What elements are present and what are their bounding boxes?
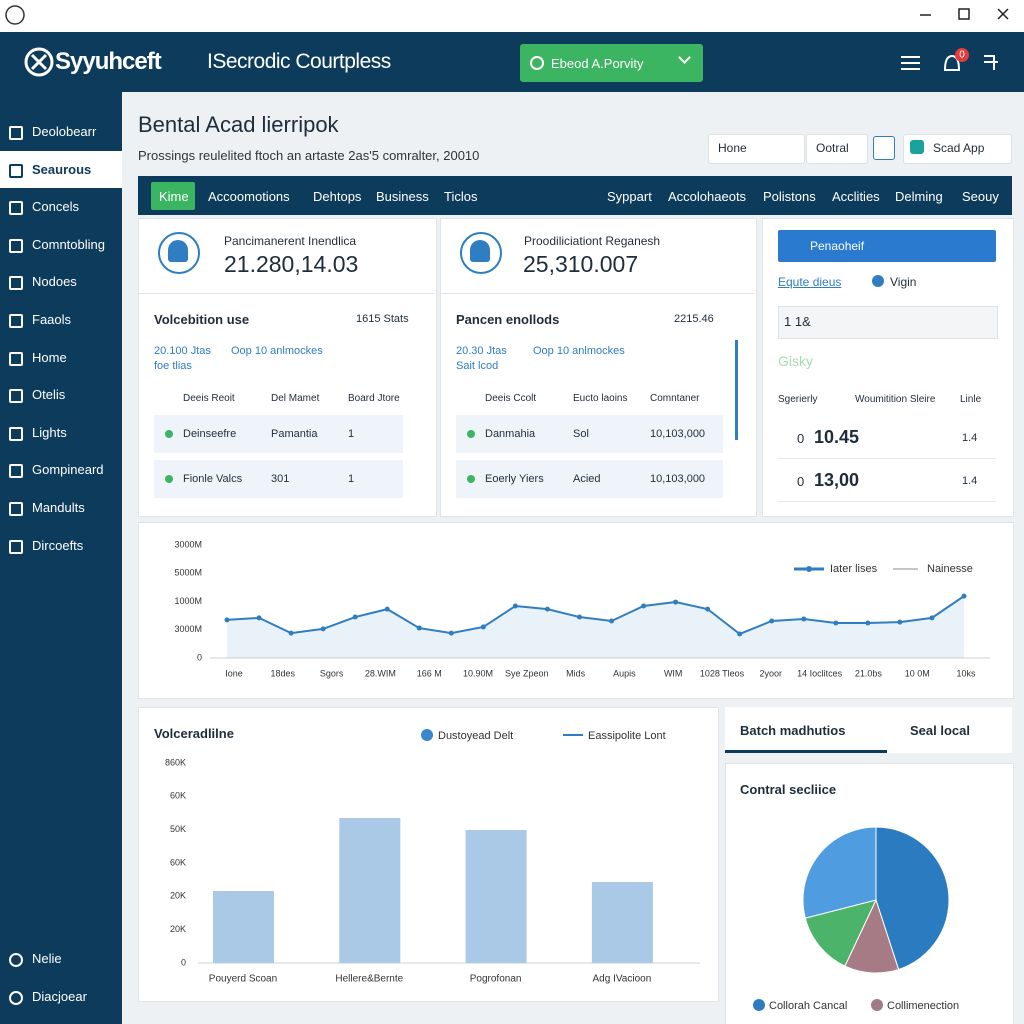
legend-dot: [421, 729, 433, 741]
legend-label: Collorah Cancal: [769, 1000, 847, 1012]
x-axis-label: 28.WIM: [365, 668, 396, 678]
y-axis-label: 20K: [170, 891, 186, 901]
legend-label: Collimenection: [887, 1000, 959, 1012]
area: [227, 596, 964, 658]
point: [769, 618, 774, 623]
point: [481, 624, 486, 629]
x-axis-label: Mids: [566, 668, 586, 678]
y-axis-label: 5000M: [174, 568, 202, 578]
x-axis-label: 14 Ioclitces: [797, 668, 843, 678]
x-axis-label: 10.90M: [463, 668, 493, 678]
legend-label: Iater lises: [830, 563, 878, 575]
y-axis-label: 3000M: [174, 624, 202, 634]
y-axis-label: 50K: [170, 824, 186, 834]
point: [257, 615, 262, 620]
point: [737, 631, 742, 636]
point: [705, 607, 710, 612]
x-axis-label: Aupis: [613, 668, 636, 678]
point: [833, 620, 838, 625]
point: [353, 615, 358, 620]
legend-dot: [806, 566, 812, 572]
y-axis-label: 20K: [170, 924, 186, 934]
bar: [213, 891, 274, 963]
point: [609, 618, 614, 623]
legend-label: Dustoyead Delt: [438, 730, 513, 742]
x-axis-label: Ione: [225, 668, 243, 678]
bar: [466, 830, 527, 963]
point: [417, 626, 422, 631]
x-axis-label: 166 M: [417, 668, 442, 678]
legend-label: Nainesse: [927, 563, 973, 575]
y-axis-label: 60K: [170, 857, 186, 867]
x-axis-label: Sye Zpeon: [505, 668, 549, 678]
point: [897, 620, 902, 625]
point: [865, 620, 870, 625]
x-axis-label: 1028 Tleos: [700, 668, 745, 678]
point: [225, 617, 230, 622]
x-axis-label: 10 0M: [905, 668, 930, 678]
point: [641, 604, 646, 609]
bar: [592, 882, 653, 963]
x-axis-label: 10ks: [956, 668, 976, 678]
x-axis-label: Pouyerd Scoan: [209, 974, 277, 985]
x-axis-label: Adg IVacioon: [593, 974, 652, 985]
point: [513, 604, 518, 609]
x-axis-label: Hellere&Bernte: [335, 974, 403, 985]
x-axis-label: 18des: [271, 668, 296, 678]
point: [385, 607, 390, 612]
point: [801, 617, 806, 622]
bar: [339, 818, 400, 963]
point: [321, 626, 326, 631]
x-axis-label: Pogrofonan: [470, 974, 522, 985]
point: [962, 594, 967, 599]
point: [289, 631, 294, 636]
point: [577, 615, 582, 620]
point: [673, 600, 678, 605]
y-axis-label: 60K: [170, 791, 186, 801]
y-axis-label: 860K: [165, 757, 186, 767]
x-axis-label: 21.0bs: [855, 668, 883, 678]
legend-dot: [871, 999, 883, 1011]
point: [929, 615, 934, 620]
y-axis-label: 0: [181, 957, 186, 967]
y-axis-label: 1000M: [174, 596, 202, 606]
y-axis-label: 3000M: [174, 539, 202, 549]
x-axis-label: Sgors: [320, 668, 344, 678]
x-axis-label: 2yoor: [760, 668, 783, 678]
point: [449, 631, 454, 636]
point: [545, 607, 550, 612]
x-axis-label: WIM: [664, 668, 683, 678]
legend-label: Eassipolite Lont: [588, 730, 666, 742]
y-axis-label: 0: [197, 652, 202, 662]
legend-dot: [753, 999, 765, 1011]
